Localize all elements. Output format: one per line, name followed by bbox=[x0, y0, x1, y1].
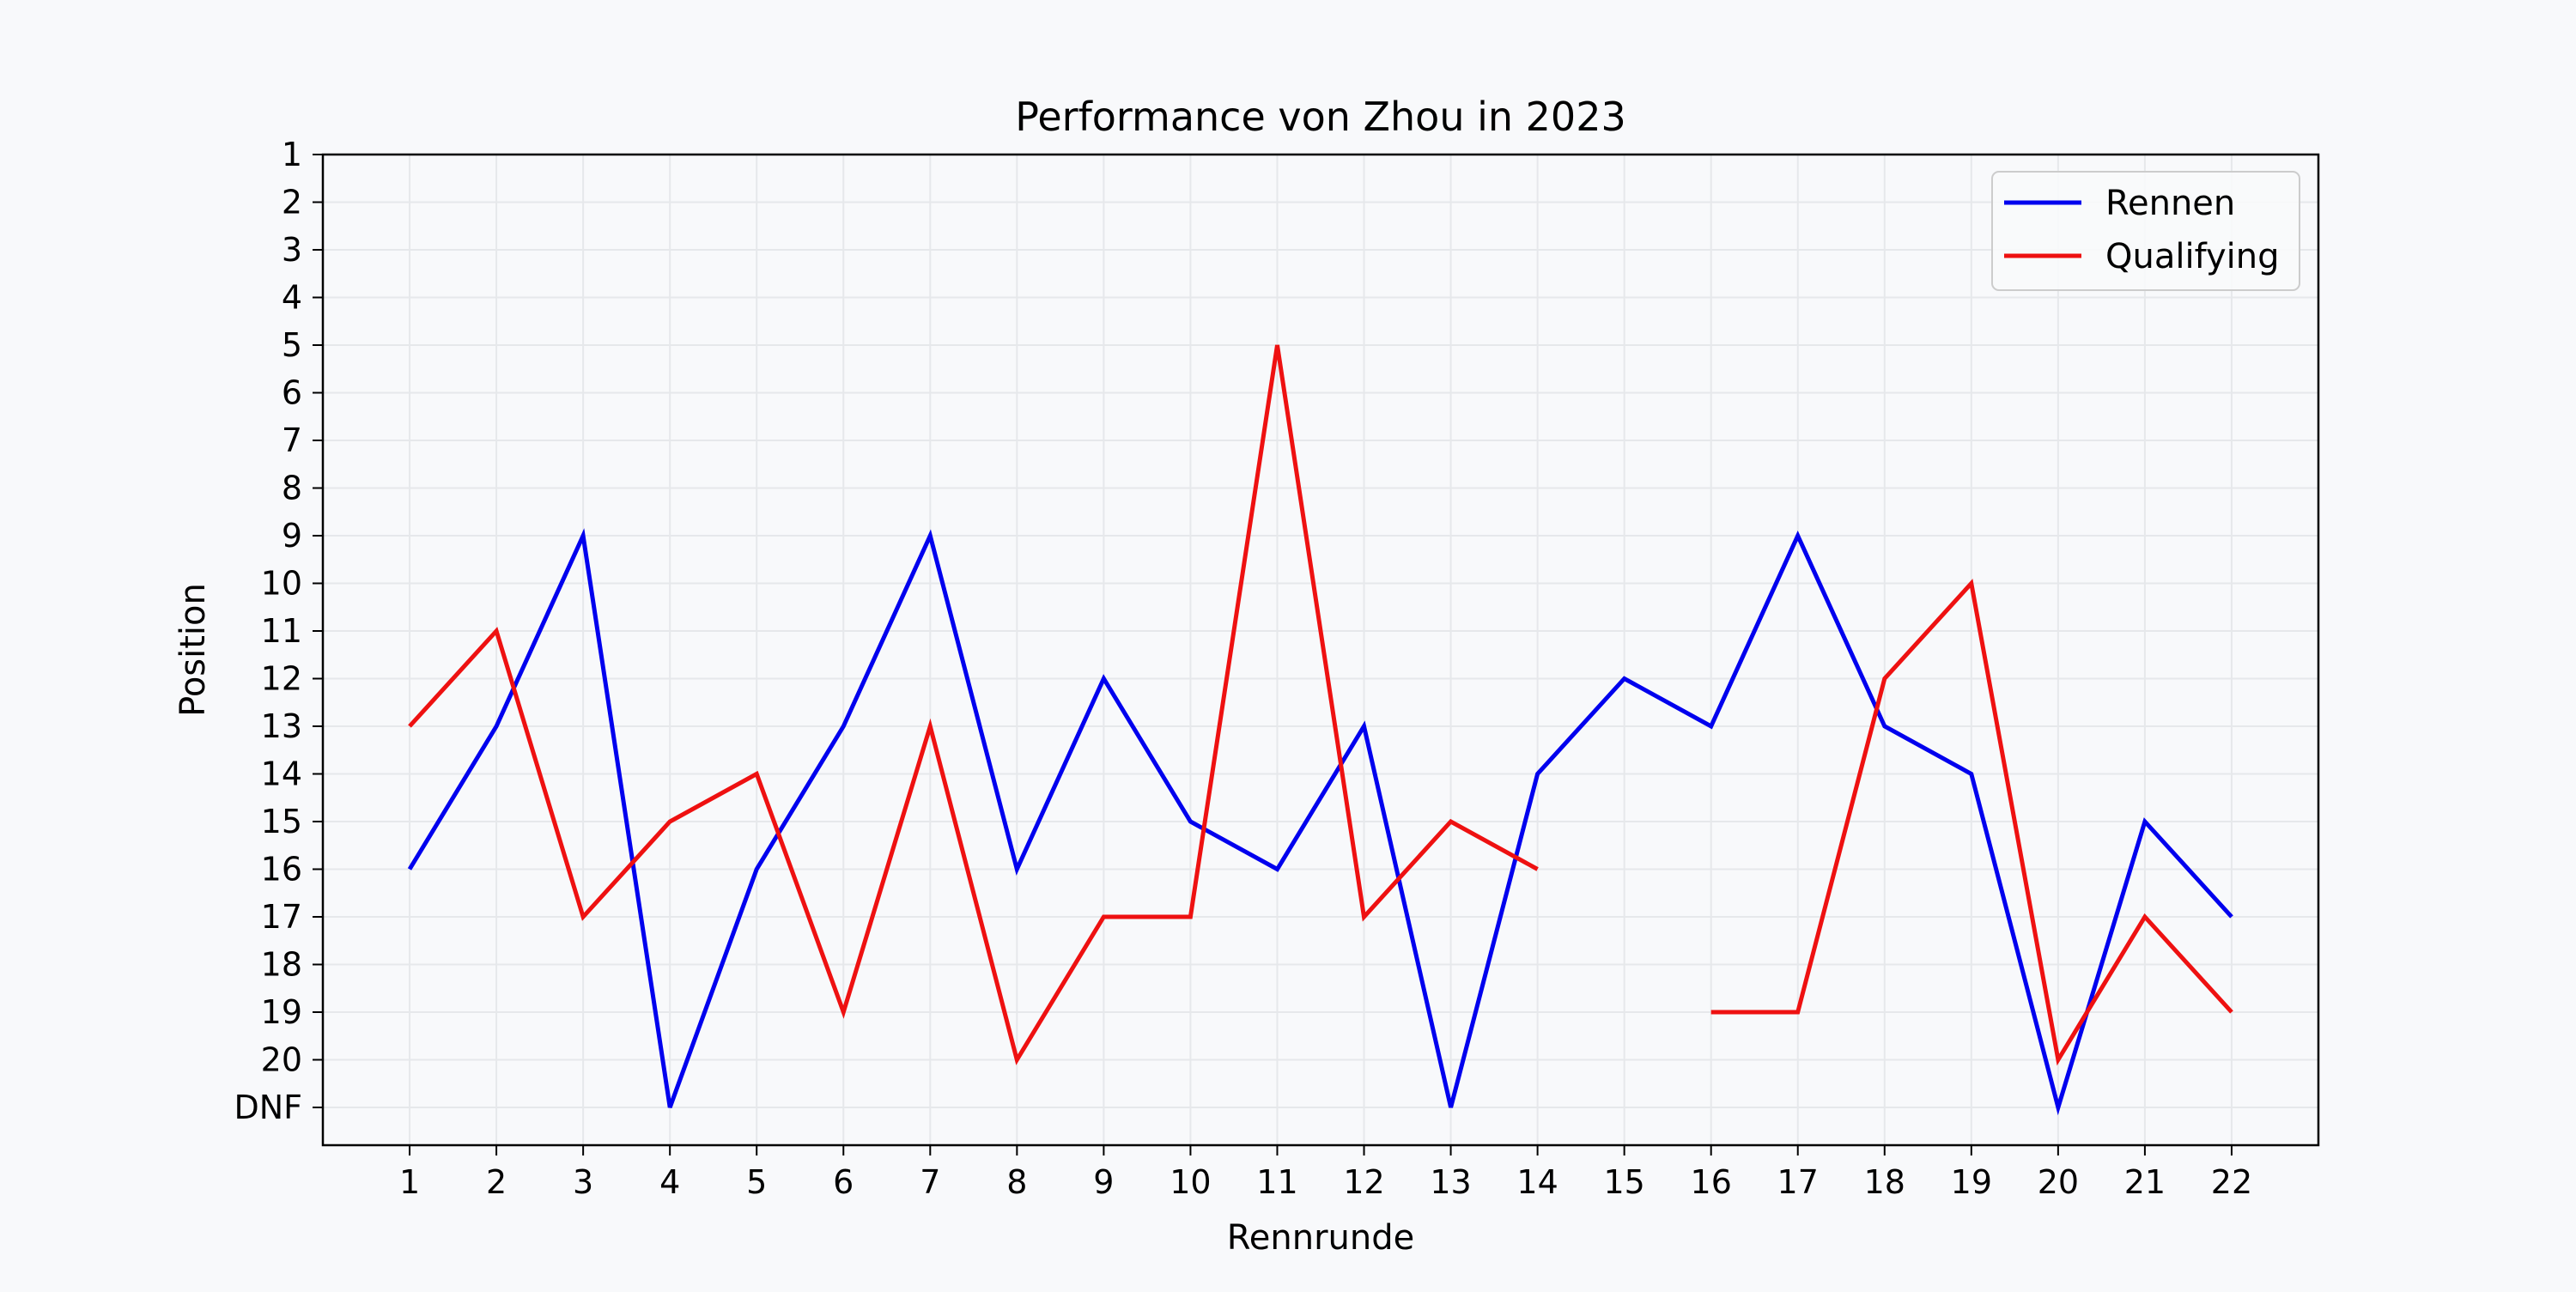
y-tick-label: 19 bbox=[261, 993, 302, 1031]
series-lines bbox=[407, 344, 2233, 1116]
y-tick-label: 5 bbox=[282, 326, 302, 364]
x-tick-label: 17 bbox=[1777, 1163, 1819, 1201]
y-tick-label: 15 bbox=[261, 803, 302, 840]
x-tick-label: 7 bbox=[920, 1163, 940, 1201]
x-axis: 1 2 3 4 5 6 7 8 9 10 11 12 13 14 15 16 17 18 19 20 21 22 bbox=[399, 1145, 2252, 1201]
x-tick-label: 15 bbox=[1603, 1163, 1644, 1201]
x-tick-label: 19 bbox=[1951, 1163, 1992, 1201]
x-tick-label: 6 bbox=[833, 1163, 854, 1201]
x-tick-label: 9 bbox=[1093, 1163, 1114, 1201]
legend-label: Rennen bbox=[2105, 184, 2235, 223]
y-tick-label: 16 bbox=[261, 851, 302, 889]
x-tick-label: 10 bbox=[1170, 1163, 1211, 1201]
y-tick-label: 7 bbox=[282, 422, 302, 459]
y-tick-label: 18 bbox=[261, 946, 302, 984]
y-tick-label: 9 bbox=[282, 517, 302, 555]
x-tick-label: 16 bbox=[1691, 1163, 1732, 1201]
x-tick-label: 14 bbox=[1516, 1163, 1558, 1201]
y-tick-label: 6 bbox=[282, 374, 302, 412]
legend-label: Qualifying bbox=[2105, 237, 2279, 276]
x-tick-label: 21 bbox=[2124, 1163, 2166, 1201]
y-tick-label: 11 bbox=[261, 612, 302, 650]
y-tick-label: 12 bbox=[261, 660, 302, 698]
x-tick-label: 11 bbox=[1256, 1163, 1297, 1201]
y-tick-label: 14 bbox=[261, 755, 302, 793]
y-tick-label: 10 bbox=[261, 565, 302, 603]
x-tick-label: 3 bbox=[573, 1163, 593, 1201]
y-tick-label: 8 bbox=[282, 470, 302, 507]
y-tick-label: DNF bbox=[234, 1089, 302, 1126]
x-tick-label: 5 bbox=[746, 1163, 767, 1201]
series-line-qualifying bbox=[1710, 579, 2233, 1066]
series-line-rennen bbox=[407, 528, 2233, 1116]
x-tick-label: 1 bbox=[399, 1163, 420, 1201]
y-tick-label: 1 bbox=[282, 136, 302, 173]
x-tick-label: 13 bbox=[1430, 1163, 1471, 1201]
y-tick-label: 4 bbox=[282, 279, 302, 317]
plot-area bbox=[323, 155, 2318, 1145]
x-tick-label: 12 bbox=[1343, 1163, 1384, 1201]
y-tick-label: 2 bbox=[282, 184, 302, 221]
y-tick-label: 20 bbox=[261, 1041, 302, 1079]
x-tick-label: 20 bbox=[2038, 1163, 2079, 1201]
chart-title: Performance von Zhou in 2023 bbox=[1015, 94, 1625, 140]
y-axis-title: Position bbox=[173, 583, 213, 717]
series-line-qualifying bbox=[408, 344, 1539, 1065]
plot-frame bbox=[321, 153, 2320, 1147]
x-tick-label: 4 bbox=[659, 1163, 680, 1201]
x-tick-label: 22 bbox=[2211, 1163, 2252, 1201]
x-tick-label: 2 bbox=[486, 1163, 507, 1201]
y-tick-label: 17 bbox=[261, 898, 302, 936]
x-tick-label: 8 bbox=[1006, 1163, 1027, 1201]
y-tick-label: 13 bbox=[261, 707, 302, 745]
y-tick-label: 3 bbox=[282, 231, 302, 269]
legend: Rennen Qualifying bbox=[1991, 171, 2300, 291]
x-axis-title: Rennrunde bbox=[1227, 1218, 1414, 1258]
x-tick-label: 18 bbox=[1864, 1163, 1905, 1201]
